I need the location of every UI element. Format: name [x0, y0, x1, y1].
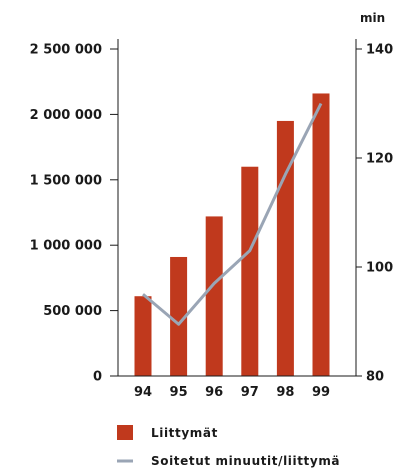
legend-label-line: Soitetut minuutit/liittymä — [151, 454, 340, 468]
x-axis-tick-label: 99 — [312, 385, 330, 400]
left-axis-tick-label: 500 000 — [43, 304, 102, 319]
right-axis-tick-label: 120 — [366, 152, 393, 167]
left-axis-tick-label: 1 500 000 — [30, 173, 102, 188]
x-axis-tick-label: 95 — [170, 385, 188, 400]
bar-95 — [170, 256, 188, 376]
bar-96 — [205, 216, 223, 376]
bar-94 — [134, 296, 152, 376]
legend: Liittymät Soitetut minuutit/liittymä — [117, 425, 340, 468]
line-series-path — [142, 102, 323, 326]
right-axis-tick-label: 100 — [366, 261, 393, 276]
x-axis-tick-label: 98 — [276, 385, 294, 400]
right-axis-tick-label: 140 — [366, 43, 393, 58]
bar-99 — [312, 93, 330, 377]
x-axis-tick-label: 94 — [134, 385, 152, 400]
line-series-group — [142, 102, 323, 326]
left-axis-tick-label: 0 — [93, 370, 102, 385]
bar-97 — [241, 166, 259, 376]
x-axis-tick-label: 97 — [241, 385, 259, 400]
left-axis-tick-label: 2 500 000 — [30, 43, 102, 58]
left-axis-tick-label: 1 000 000 — [30, 239, 102, 254]
bar-series-group — [134, 93, 330, 377]
legend-swatch-bar — [117, 425, 133, 440]
left-axis-tick-label: 2 000 000 — [30, 108, 102, 123]
x-axis-tick-label: 96 — [205, 385, 223, 400]
axes-group: 0 500 000 1 000 000 1 500 000 2 000 000 2 500… — [30, 39, 393, 400]
right-axis-unit-label: min — [360, 11, 385, 25]
legend-label-bar: Liittymät — [151, 426, 218, 440]
right-axis-tick-label: 80 — [366, 370, 384, 385]
